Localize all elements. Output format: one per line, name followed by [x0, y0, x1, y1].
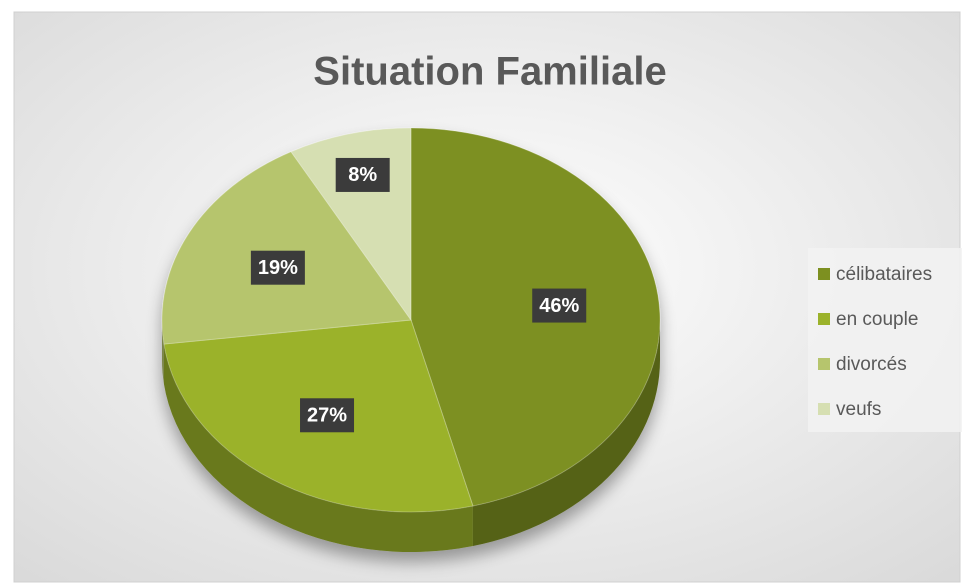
- data-label: 19%: [258, 257, 298, 279]
- legend-label: célibataires: [836, 264, 932, 285]
- data-labels: 46% 27% 19% 8%: [250, 157, 587, 433]
- legend-background: [808, 248, 962, 432]
- data-label: 8%: [348, 164, 377, 186]
- pie-slice-side: [472, 320, 660, 546]
- pie: [161, 127, 661, 552]
- legend-label: en couple: [836, 309, 918, 330]
- data-label-box: [532, 288, 587, 323]
- chart-title: Situation Familiale: [313, 50, 666, 94]
- data-label-box: [250, 250, 305, 285]
- legend-label: divorcés: [836, 354, 907, 375]
- legend-swatch: [818, 268, 830, 280]
- legend-label: veufs: [836, 399, 881, 420]
- data-label: 27%: [307, 405, 347, 427]
- data-label-box: [335, 157, 390, 192]
- pie-slice-side: [163, 344, 473, 552]
- data-label: 46%: [539, 295, 579, 317]
- legend: célibataires en couple divorcés veufs: [818, 264, 932, 420]
- legend-swatch: [818, 313, 830, 325]
- legend-swatch: [818, 358, 830, 370]
- data-label-box: [300, 398, 355, 433]
- legend-swatch: [818, 403, 830, 415]
- pie-slice: [161, 151, 412, 345]
